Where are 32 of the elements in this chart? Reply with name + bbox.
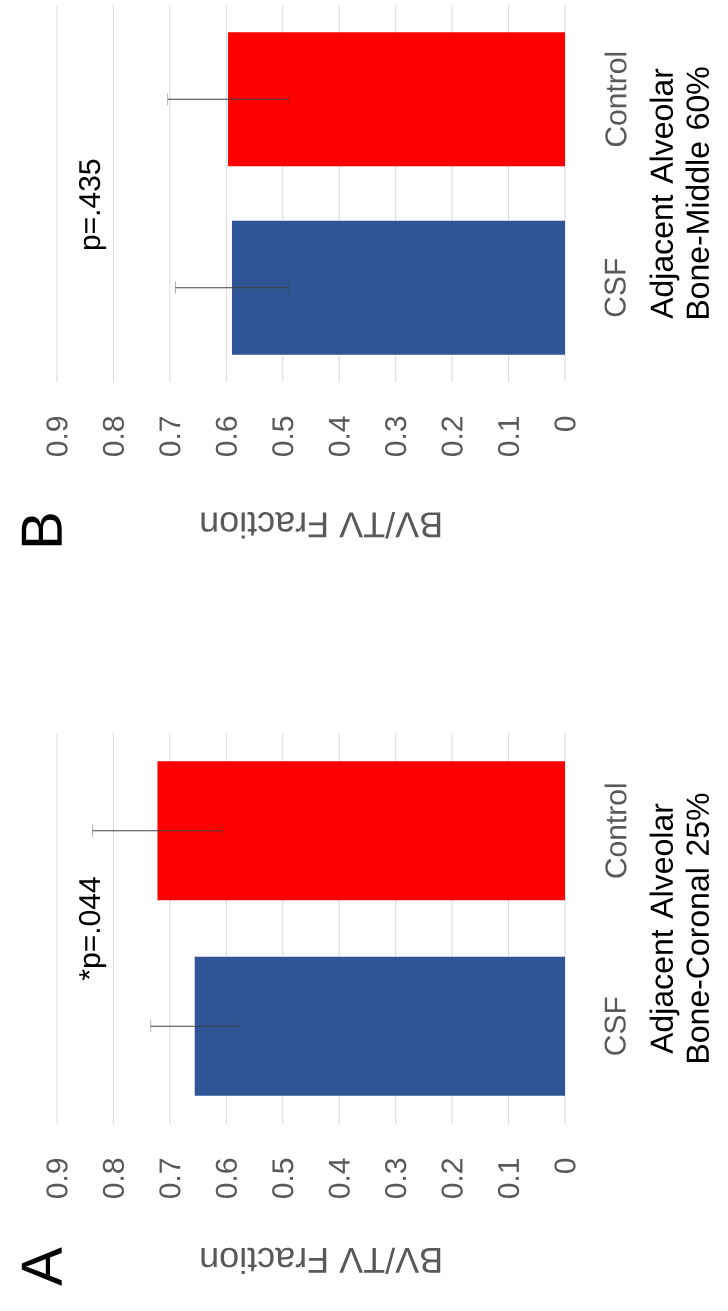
- x-tick-label: 0.8: [102, 416, 125, 457]
- x-tick-label: 0.1: [497, 1158, 520, 1199]
- y-axis-title: Adjacent Alveolar Bone-Coronal 25%: [649, 793, 710, 1062]
- y-tick-label: CSF: [604, 258, 626, 317]
- x-tick-label: 0.2: [441, 1159, 463, 1199]
- x-tick-label: 0.6: [215, 1158, 237, 1199]
- x-tick-label: 0.5: [272, 1158, 294, 1199]
- text: A: [21, 1247, 62, 1286]
- x-tick-label: 0: [554, 416, 576, 432]
- x-tick-label: 0.2: [441, 417, 463, 457]
- y-axis-title: Adjacent Alveolar Bone-Middle 60%: [649, 67, 710, 319]
- x-axis-title: BV/TV Fraction: [201, 1247, 441, 1275]
- x-tick-label: 0.8: [102, 1158, 125, 1199]
- x-tick-label: 0.5: [272, 416, 294, 457]
- x-tick-label: 0.6: [215, 416, 237, 457]
- x-tick-label: 0.9: [46, 416, 68, 457]
- x-tick-label: 0.7: [159, 1159, 181, 1199]
- x-axis-title: BV/TV Fraction: [201, 512, 441, 539]
- text: B: [21, 514, 62, 546]
- x-tick-label: 0.1: [497, 416, 520, 457]
- x-tick-label: 0.4: [328, 1158, 350, 1199]
- x-tick-label: 0.4: [328, 416, 350, 457]
- annotation: *p=.044: [78, 877, 107, 981]
- y-tick-label: Control: [604, 784, 627, 878]
- x-tick-label: 0.3: [385, 1158, 407, 1199]
- x-tick-label: 0.9: [46, 1158, 68, 1199]
- annotation: p=.435: [78, 159, 107, 250]
- y-tick-label: Control: [604, 52, 627, 147]
- x-tick-label: 0.3: [385, 416, 407, 457]
- x-tick-label: 0: [554, 1158, 576, 1174]
- x-tick-label: 0.7: [159, 417, 181, 457]
- y-tick-label: CSF: [604, 997, 626, 1055]
